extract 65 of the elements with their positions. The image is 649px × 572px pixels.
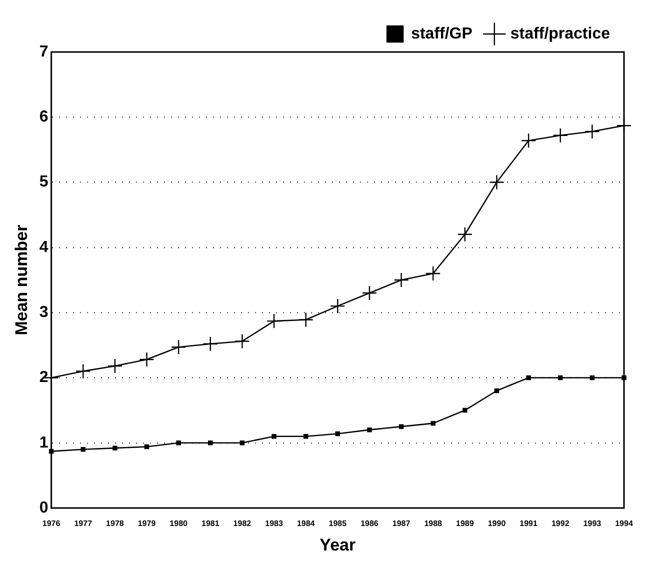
- x-tick-label: 1988: [424, 519, 443, 528]
- x-tick-label: 1986: [360, 519, 379, 528]
- x-tick-label: 1994: [615, 519, 634, 528]
- point: [398, 424, 404, 429]
- x-axis-title: Year: [320, 535, 356, 554]
- point: [590, 375, 595, 380]
- x-tick-label: 1990: [488, 519, 506, 528]
- point: [80, 447, 86, 452]
- y-tick-label: 6: [39, 108, 48, 126]
- x-tick-label: 1977: [74, 519, 93, 528]
- point: [462, 408, 468, 413]
- point: [298, 312, 314, 328]
- x-tick-label: 1980: [170, 519, 188, 528]
- x-tick-label: 1991: [520, 519, 538, 528]
- legend-label: staff/GP: [411, 25, 473, 42]
- x-tick-label: 1993: [583, 519, 602, 528]
- point: [202, 336, 218, 352]
- x-tick-label: 1976: [42, 519, 61, 528]
- y-tick-label: 5: [39, 174, 48, 191]
- point: [176, 440, 181, 446]
- y-tick-label: 7: [39, 43, 48, 60]
- x-tick-label: 1987: [392, 519, 411, 528]
- point: [520, 132, 536, 148]
- point: [112, 446, 118, 450]
- point: [272, 434, 276, 439]
- point: [430, 420, 436, 426]
- point: [426, 266, 441, 282]
- point: [552, 128, 568, 143]
- y-tick-label: 0: [39, 499, 48, 516]
- x-tick-label: 1984: [296, 519, 316, 528]
- x-tick-label: 1985: [328, 519, 348, 528]
- y-tick-label: 1: [39, 434, 48, 452]
- point: [394, 272, 409, 288]
- point: [330, 298, 346, 314]
- point: [170, 339, 186, 355]
- point: [303, 434, 308, 439]
- x-tick-label: 1979: [138, 519, 156, 528]
- y-tick-label: 4: [39, 238, 48, 256]
- point: [240, 440, 245, 446]
- point: [457, 226, 473, 242]
- point: [76, 364, 91, 379]
- point: [362, 285, 378, 301]
- point: [558, 375, 563, 380]
- point: [584, 124, 600, 140]
- point: [107, 358, 123, 374]
- point: [266, 313, 282, 329]
- point: [335, 431, 340, 436]
- y-axis-title: Mean number: [12, 224, 31, 336]
- x-tick-label: 1982: [233, 519, 252, 528]
- point: [234, 334, 250, 349]
- point: [367, 427, 372, 432]
- x-tick-label: 1992: [551, 519, 570, 528]
- x-tick-label: 1989: [456, 519, 474, 528]
- x-tick-label: 1983: [265, 519, 284, 528]
- y-tick-label: 3: [39, 304, 48, 321]
- legend-label: staff/practice: [510, 25, 610, 42]
- y-tick-label: 2: [39, 369, 48, 386]
- point: [139, 352, 154, 368]
- x-tick-label: 1978: [106, 519, 124, 528]
- point: [144, 444, 150, 450]
- point: [526, 375, 531, 380]
- point: [489, 174, 504, 190]
- x-tick-label: 1981: [201, 519, 220, 528]
- point: [494, 388, 500, 394]
- point: [208, 440, 213, 446]
